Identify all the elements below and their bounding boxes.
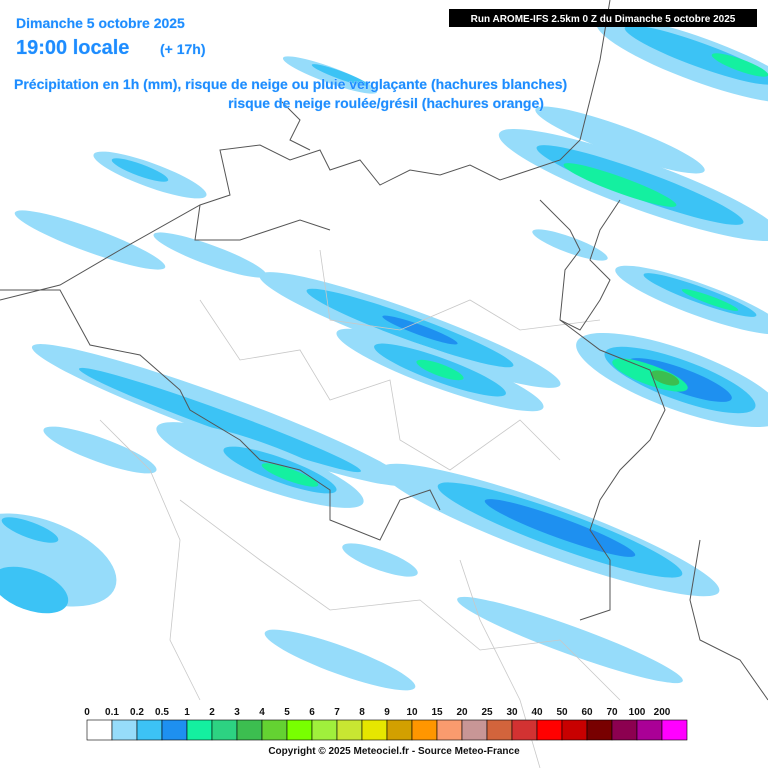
run-box	[449, 9, 757, 27]
border	[279, 99, 311, 151]
precip-band	[0, 566, 69, 614]
legend-swatch	[161, 719, 188, 741]
legend-swatch	[661, 719, 688, 741]
precip-band	[342, 543, 418, 577]
legend-swatch	[486, 719, 513, 741]
precip-band	[111, 158, 169, 182]
precip-band	[457, 596, 683, 684]
border	[559, 319, 666, 621]
border	[689, 539, 768, 701]
legend-swatch	[286, 719, 313, 741]
precip-band	[311, 64, 369, 86]
legend-swatch	[361, 719, 388, 741]
description: risque de neige roulée/grésil (hachures …	[228, 95, 544, 111]
legend-swatch	[611, 719, 638, 741]
legend-swatch	[261, 719, 288, 741]
region-border	[99, 419, 201, 701]
legend-swatch	[211, 719, 238, 741]
legend-swatch	[311, 719, 338, 741]
precip-band	[681, 289, 739, 311]
border	[0, 289, 441, 541]
precipitation-layer	[0, 17, 768, 691]
legend-label: 9	[384, 707, 390, 718]
precip-band	[79, 367, 361, 473]
legend-label: 200	[654, 707, 671, 718]
borders	[0, 0, 768, 701]
precip-band	[261, 463, 319, 487]
precip-band	[264, 629, 416, 691]
region-border	[319, 249, 601, 331]
coastline	[0, 0, 611, 301]
legend-label: 7	[334, 707, 340, 718]
precip-band	[484, 499, 636, 557]
legend-label: 6	[309, 707, 315, 718]
precip-band	[14, 210, 166, 270]
legend-swatch	[561, 719, 588, 741]
legend-swatch	[636, 719, 663, 741]
copyright: Copyright © 2025 Meteociel.fr - Source M…	[268, 746, 520, 757]
legend-swatch	[86, 719, 113, 741]
precip-band	[43, 426, 157, 474]
legend-label: 0.1	[105, 707, 119, 718]
legend-swatch	[111, 719, 138, 741]
date: Dimanche 5 octobre 2025	[16, 15, 185, 31]
lead-time: (+ 17h)	[160, 41, 206, 57]
region-border	[179, 499, 621, 701]
legend-swatch	[586, 719, 613, 741]
legend-label: 1	[184, 707, 190, 718]
legend-swatch	[386, 719, 413, 741]
legend-swatch	[436, 719, 463, 741]
precip-band	[711, 53, 768, 77]
precip-band	[535, 106, 705, 174]
legend-label: 25	[481, 707, 493, 718]
legend-label: 60	[581, 707, 593, 718]
border	[194, 204, 331, 241]
legend-label: 20	[456, 707, 468, 718]
legend-label: 50	[556, 707, 568, 718]
legend-swatch	[336, 719, 363, 741]
run-info: Run AROME-IFS 2.5km 0 Z du Dimanche 5 oc…	[471, 14, 736, 25]
precip-band	[382, 315, 458, 345]
precip-band	[416, 359, 464, 381]
legend-label: 70	[606, 707, 618, 718]
precip-band	[153, 232, 267, 278]
legend-label: 8	[359, 707, 365, 718]
precip-band	[563, 163, 677, 207]
time: 19:00 locale	[16, 37, 129, 59]
legend-label: 100	[629, 707, 646, 718]
description: Précipitation en 1h (mm), risque de neig…	[14, 76, 567, 92]
border	[539, 199, 621, 331]
legend-swatch	[511, 719, 538, 741]
legend-swatch	[536, 719, 563, 741]
precip-band	[1, 517, 59, 543]
legend-label: 40	[531, 707, 543, 718]
legend: 0 0.1 0.2 0.5 1 2 3 4 5 6 7 8 9 10 15 20 25 30 40 50 60 70 100…	[84, 707, 688, 741]
legend-label: 10	[406, 707, 418, 718]
legend-label: 5	[284, 707, 290, 718]
legend-label: 30	[506, 707, 518, 718]
precip-band	[650, 370, 680, 386]
legend-label: 3	[234, 707, 240, 718]
legend-label: 15	[431, 707, 443, 718]
legend-swatch	[461, 719, 488, 741]
legend-swatch	[186, 719, 213, 741]
legend-label: 0.2	[130, 707, 144, 718]
legend-swatch	[236, 719, 263, 741]
legend-swatch	[411, 719, 438, 741]
precip-band	[532, 229, 608, 261]
legend-label: 4	[259, 707, 265, 718]
region-border	[199, 299, 561, 471]
legend-label: 0	[84, 707, 90, 718]
legend-swatch	[136, 719, 163, 741]
legend-label: 0.5	[155, 707, 169, 718]
legend-label: 2	[209, 707, 215, 718]
